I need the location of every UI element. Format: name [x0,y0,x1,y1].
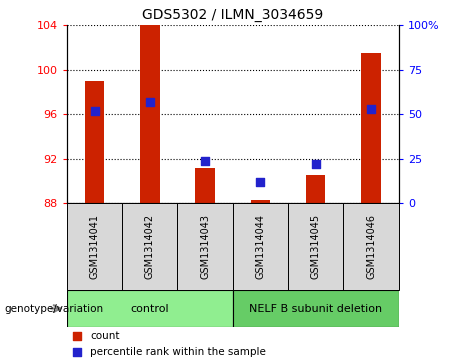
Point [73,333,81,339]
Point [367,106,375,112]
Bar [306,175,325,203]
Bar [122,203,177,290]
Bar [177,203,233,290]
Text: GSM1314041: GSM1314041 [89,214,100,280]
Text: GSM1314043: GSM1314043 [200,214,210,280]
Bar [67,203,122,290]
Point [257,179,264,185]
Text: genotype/variation: genotype/variation [5,303,104,314]
Point [201,158,209,163]
Bar [251,200,270,203]
Text: percentile rank within the sample: percentile rank within the sample [90,347,266,357]
Bar [140,25,160,203]
Bar [195,168,215,203]
Text: NELF B subunit deletion: NELF B subunit deletion [249,303,382,314]
Text: GSM1314046: GSM1314046 [366,214,376,280]
Point [73,349,81,355]
Bar [67,290,233,327]
Point [146,99,154,105]
Title: GDS5302 / ILMN_3034659: GDS5302 / ILMN_3034659 [142,8,324,22]
Text: GSM1314045: GSM1314045 [311,214,321,280]
Point [91,108,98,114]
Bar [85,81,104,203]
Bar [361,53,381,203]
Text: GSM1314044: GSM1314044 [255,214,266,280]
Text: GSM1314042: GSM1314042 [145,214,155,280]
Text: control: control [130,303,169,314]
Text: count: count [90,331,119,341]
Bar [233,290,399,327]
Point [312,161,319,167]
Bar [233,203,288,290]
Bar [288,203,343,290]
Bar [343,203,399,290]
